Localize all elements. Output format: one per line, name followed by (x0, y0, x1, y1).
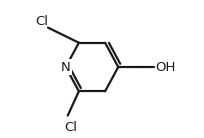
Text: OH: OH (154, 61, 174, 74)
Text: Cl: Cl (35, 15, 48, 28)
Text: N: N (61, 61, 70, 74)
Text: Cl: Cl (63, 121, 76, 135)
